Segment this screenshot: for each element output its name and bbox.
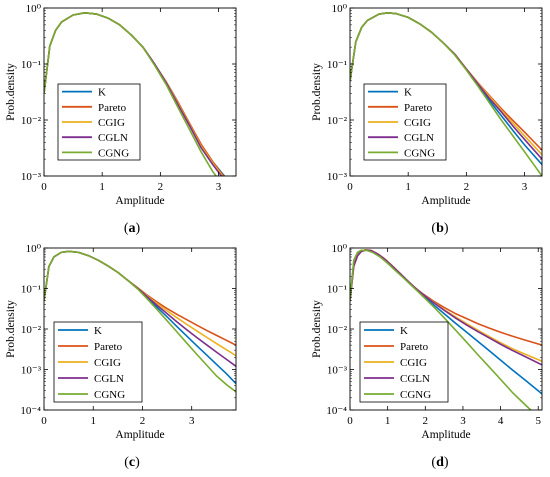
legend-label-k: K bbox=[98, 87, 106, 99]
axes-box bbox=[43, 7, 237, 177]
x-tick-label: 2 bbox=[140, 415, 146, 427]
legend-label-cgng: CGNG bbox=[94, 389, 125, 401]
y-tick-label: 10⁻¹ bbox=[21, 284, 41, 296]
x-tick-label: 0 bbox=[347, 415, 353, 427]
y-tick-label: 10⁰ bbox=[332, 243, 348, 255]
x-tick-label: 3 bbox=[216, 181, 222, 193]
x-axis-label: Amplitude bbox=[115, 429, 164, 441]
legend-label-cgig: CGIG bbox=[404, 117, 431, 129]
y-tick-label: 10⁰ bbox=[26, 243, 42, 255]
panel-d: 0 1 2 3 4 5 10⁻⁴ 10⁻³ 10⁻² 10⁻¹ 10⁰ Amplitude Prob.d… bbox=[311, 243, 543, 470]
y-tick-label: 10⁻³ bbox=[21, 171, 42, 183]
x-tick-label: 3 bbox=[522, 181, 528, 193]
legend-label-k: K bbox=[94, 325, 102, 337]
series-line-cgng bbox=[44, 12, 218, 176]
panel-c: 0 1 2 3 10⁻⁴ 10⁻³ 10⁻² 10⁻¹ 10⁰ Amplitude Prob.den… bbox=[5, 243, 237, 470]
legend-box bbox=[53, 321, 143, 403]
y-tick-label: 10⁻³ bbox=[21, 365, 42, 377]
y-tick-label: 10⁻³ bbox=[327, 171, 348, 183]
x-tick-label: 1 bbox=[405, 181, 411, 193]
x-tick-label: 0 bbox=[41, 415, 47, 427]
legend: K Pareto CGIG CGLN CGNG bbox=[363, 83, 447, 161]
panel-a: 0 1 2 3 10⁻³ 10⁻² 10⁻¹ 10⁰ Amplitude Prob.density… bbox=[5, 3, 237, 236]
y-axis-label: Prob.density bbox=[311, 300, 323, 358]
y-tick-label: 10⁻¹ bbox=[327, 59, 347, 71]
x-tick-label: 4 bbox=[498, 415, 504, 427]
x-tick-label: 3 bbox=[460, 415, 466, 427]
x-tick-label: 1 bbox=[385, 415, 391, 427]
legend-label-cgig: CGIG bbox=[94, 357, 121, 369]
x-tick-label: 2 bbox=[158, 181, 164, 193]
x-tick-label: 1 bbox=[99, 181, 105, 193]
x-tick-label: 2 bbox=[423, 415, 429, 427]
x-axis-label: Amplitude bbox=[421, 429, 470, 441]
x-tick-label: 2 bbox=[464, 181, 470, 193]
x-tick-label: 0 bbox=[41, 181, 47, 193]
panel-label: (c) bbox=[124, 455, 140, 470]
legend-label-k: K bbox=[400, 325, 408, 337]
panel-b: 0 1 2 3 10⁻³ 10⁻² 10⁻¹ 10⁰ Amplitude Prob.density… bbox=[311, 3, 543, 236]
legend-label-k: K bbox=[404, 87, 412, 99]
y-tick-label: 10⁻¹ bbox=[327, 284, 347, 296]
legend-label-cgln: CGLN bbox=[404, 132, 434, 144]
y-tick-label: 10⁰ bbox=[26, 3, 42, 15]
y-tick-label: 10⁻⁴ bbox=[326, 405, 347, 417]
x-axis-label: Amplitude bbox=[115, 195, 164, 207]
panel-label: (d) bbox=[431, 455, 448, 470]
legend-label-cgng: CGNG bbox=[400, 389, 431, 401]
y-axis-label: Prob.density bbox=[311, 63, 323, 121]
legend: K Pareto CGIG CGLN CGNG bbox=[57, 83, 141, 161]
y-tick-label: 10⁻¹ bbox=[21, 59, 41, 71]
legend-label-pareto: Pareto bbox=[400, 341, 429, 353]
y-tick-label: 10⁰ bbox=[332, 3, 348, 15]
x-axis-label: Amplitude bbox=[421, 195, 470, 207]
axes-box bbox=[349, 7, 543, 177]
x-tick-label: 5 bbox=[535, 415, 541, 427]
legend: K Pareto CGIG CGLN CGNG bbox=[359, 321, 449, 403]
series-line-cgng bbox=[44, 250, 236, 393]
panel-label: (b) bbox=[431, 221, 448, 236]
y-tick-label: 10⁻⁴ bbox=[20, 405, 41, 417]
legend-label-cgng: CGNG bbox=[404, 147, 435, 159]
y-axis-label: Prob.density bbox=[5, 63, 17, 121]
y-axis-label: Prob.density bbox=[5, 300, 17, 358]
y-tick-label: 10⁻³ bbox=[327, 365, 348, 377]
panel-label: (a) bbox=[124, 221, 141, 236]
legend-label-pareto: Pareto bbox=[94, 341, 123, 353]
legend-label-cgig: CGIG bbox=[98, 117, 125, 129]
legend-label-cgln: CGLN bbox=[94, 373, 124, 385]
y-tick-label: 10⁻² bbox=[327, 115, 348, 127]
y-tick-label: 10⁻² bbox=[21, 115, 42, 127]
series-line-cgng bbox=[350, 249, 532, 410]
x-tick-label: 1 bbox=[90, 415, 96, 427]
x-tick-label: 0 bbox=[347, 181, 353, 193]
x-tick-label: 3 bbox=[189, 415, 195, 427]
series-line-cgng bbox=[350, 12, 542, 176]
legend-label-cgng: CGNG bbox=[98, 147, 129, 159]
legend-label-pareto: Pareto bbox=[404, 102, 433, 114]
legend-label-cgln: CGLN bbox=[98, 132, 128, 144]
legend-label-cgig: CGIG bbox=[400, 357, 427, 369]
y-tick-label: 10⁻² bbox=[21, 324, 42, 336]
legend-label-pareto: Pareto bbox=[98, 102, 127, 114]
y-tick-label: 10⁻² bbox=[327, 324, 348, 336]
legend: K Pareto CGIG CGLN CGNG bbox=[53, 321, 143, 403]
legend-label-cgln: CGLN bbox=[400, 373, 430, 385]
